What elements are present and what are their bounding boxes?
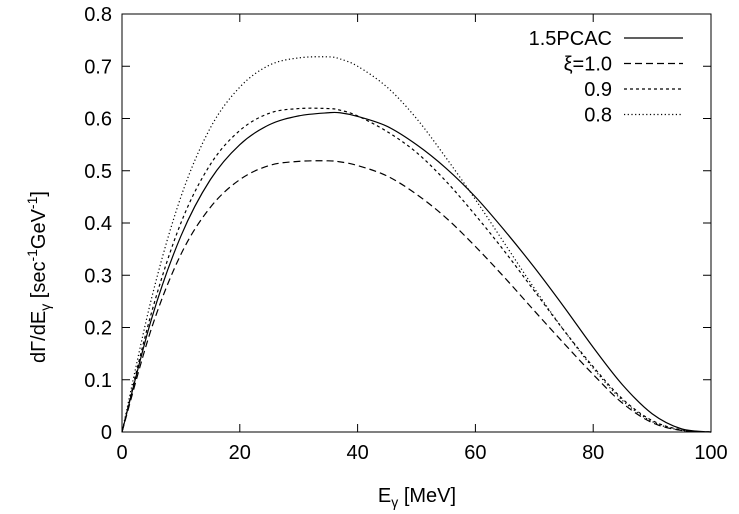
x-axis-label: Eγ [MeV]: [378, 485, 456, 510]
tick-layer: 0 20 40 60 80 100 0 0.1 0.2 0.3 0.4 0.5 0.6 0.7 0.8: [84, 4, 728, 464]
series-line-1: [121, 160, 712, 433]
y-tick-label: 0.1: [84, 370, 112, 392]
x-tick-label: 100: [694, 442, 727, 464]
x-tick-label: 60: [464, 442, 486, 464]
y-axis-label: dΓ/dEγ [sec-1GeV-1]: [24, 191, 53, 363]
y-tick-label: 0.2: [84, 318, 112, 340]
y-tick-label: 0.6: [84, 109, 112, 131]
legend: 1.5PCAC ξ=1.0 0.9 0.8: [529, 28, 683, 127]
series-line-2: [121, 107, 712, 433]
legend-label: ξ=1.0: [564, 54, 612, 76]
series-layer: [121, 56, 712, 433]
series-line-3: [121, 56, 712, 433]
y-tick-label: 0.3: [84, 265, 112, 287]
y-tick-label: 0.5: [84, 161, 112, 183]
x-tick-label: 20: [229, 442, 251, 464]
y-tick-label: 0: [101, 422, 112, 444]
y-tick-label: 0.7: [84, 56, 112, 78]
plot-frame: [121, 13, 712, 433]
legend-label: 0.9: [584, 79, 612, 101]
x-tick-label: 0: [116, 442, 127, 464]
x-tick-label: 40: [346, 442, 368, 464]
y-tick-label: 0.8: [84, 4, 112, 26]
x-tick-label: 80: [582, 442, 604, 464]
legend-label: 1.5PCAC: [529, 28, 612, 50]
series-line-0: [121, 111, 712, 433]
y-tick-label: 0.4: [84, 213, 112, 235]
legend-label: 0.8: [584, 105, 612, 127]
